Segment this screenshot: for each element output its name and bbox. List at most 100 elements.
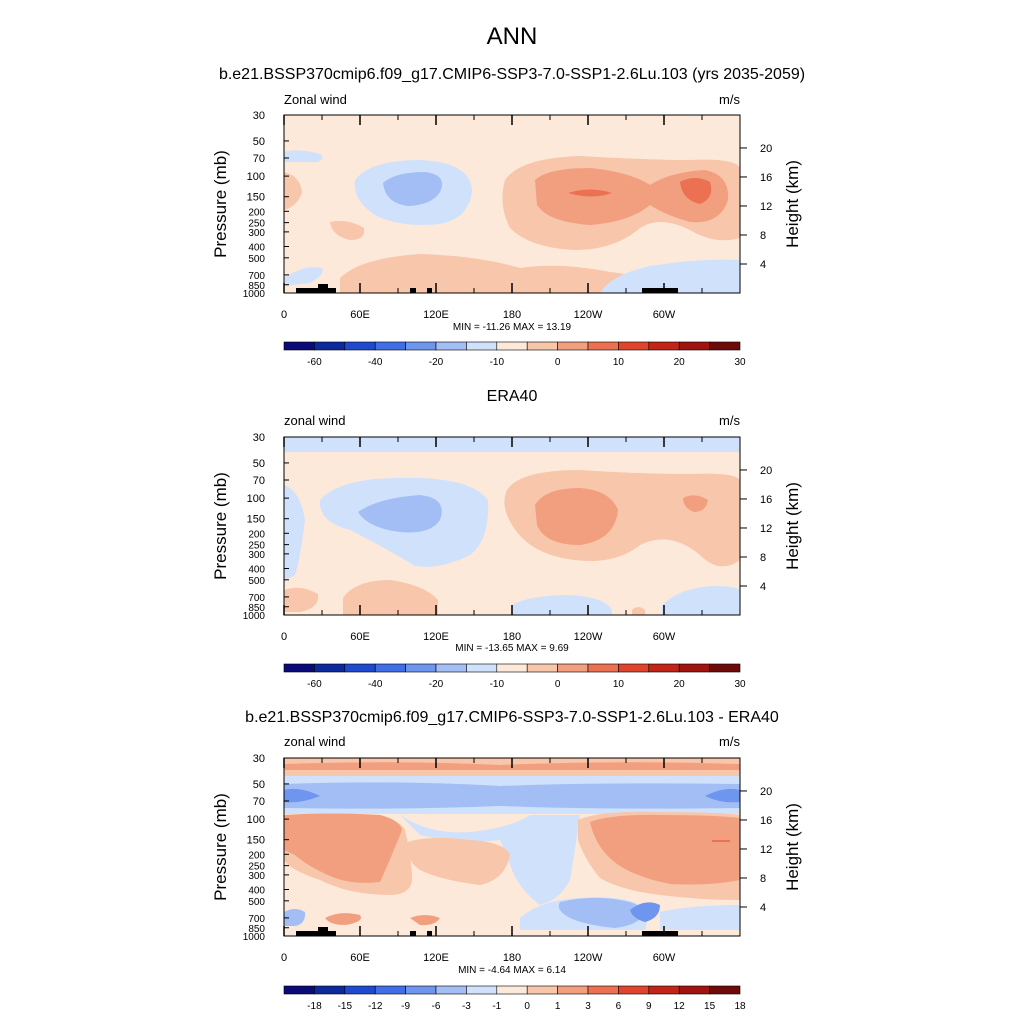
colorbar-swatch xyxy=(587,985,619,995)
panel-3-height-ticks: 20 16 12 8 4 xyxy=(740,786,772,914)
lon-tick-label: 0 xyxy=(281,631,287,643)
panel-1-variable-label: Zonal wind xyxy=(284,92,347,107)
colorbar-swatch xyxy=(648,341,680,351)
height-tick-label: 20 xyxy=(760,786,772,798)
pressure-tick-label: 100 xyxy=(247,814,265,826)
colorbar-label: 20 xyxy=(674,357,686,368)
lon-tick-label: 180 xyxy=(503,631,521,643)
colorbar-swatch xyxy=(405,341,437,351)
panel-2-height-ticks: 20 16 12 8 4 xyxy=(740,465,772,593)
panel-2-lon-ticks: 0 60E 120E 180 120W 60W xyxy=(281,437,703,643)
panel-2-units-label: m/s xyxy=(719,413,740,428)
colorbar-swatch xyxy=(648,663,680,673)
pressure-tick-label: 700 xyxy=(248,593,265,604)
colorbar-swatch xyxy=(314,663,346,673)
colorbar-swatch xyxy=(557,985,589,995)
pressure-tick-label: 850 xyxy=(248,924,265,935)
panel-3-variable-label: zonal wind xyxy=(284,734,345,749)
lon-tick-label: 120E xyxy=(423,631,449,643)
colorbar-swatch xyxy=(618,663,650,673)
colorbar-label: -20 xyxy=(429,357,444,368)
panel-1-title: b.e21.BSSP370cmip6.f09_g17.CMIP6-SSP3-7.… xyxy=(219,66,805,83)
panel-3-contours xyxy=(284,758,740,936)
pressure-tick-label: 400 xyxy=(248,564,265,575)
colorbar-label: -20 xyxy=(429,679,444,690)
colorbar-label: -12 xyxy=(368,1001,383,1012)
colorbar-swatch xyxy=(374,985,406,995)
height-tick-label: 16 xyxy=(760,815,772,827)
height-tick-label: 12 xyxy=(760,523,772,535)
colorbar-label: -40 xyxy=(368,357,383,368)
pressure-tick-label: 500 xyxy=(248,897,265,908)
lon-tick-label: 60E xyxy=(350,631,370,643)
colorbar-swatch xyxy=(709,663,741,673)
lon-tick-label: 120E xyxy=(423,952,449,964)
lon-tick-label: 60W xyxy=(653,309,676,321)
colorbar-swatch xyxy=(648,985,680,995)
colorbar-swatch xyxy=(283,663,315,673)
colorbar-swatch xyxy=(709,341,741,351)
panel-3-units-label: m/s xyxy=(719,734,740,749)
colorbar-label: -10 xyxy=(490,679,505,690)
colorbar-label: 6 xyxy=(616,1001,622,1012)
colorbar-label: 1 xyxy=(555,1001,561,1012)
height-tick-label: 16 xyxy=(760,494,772,506)
pressure-tick-label: 30 xyxy=(253,432,265,444)
colorbar-label: 0 xyxy=(555,679,561,690)
height-tick-label: 20 xyxy=(760,143,772,155)
lon-tick-label: 60E xyxy=(350,309,370,321)
lon-tick-label: 180 xyxy=(503,952,521,964)
pressure-tick-label: 200 xyxy=(248,850,265,861)
colorbar-swatch xyxy=(526,985,558,995)
panel-3-min-max: MIN = -4.64 MAX = 6.14 xyxy=(458,965,566,976)
lon-tick-label: 60W xyxy=(653,631,676,643)
colorbar-swatch xyxy=(678,663,710,673)
height-tick-label: 8 xyxy=(760,230,766,242)
height-tick-label: 12 xyxy=(760,844,772,856)
colorbar-label: 18 xyxy=(734,1001,746,1012)
panel-2-title: ERA40 xyxy=(487,388,538,405)
colorbar-swatch xyxy=(496,663,528,673)
lon-tick-label: 120E xyxy=(423,309,449,321)
height-tick-label: 8 xyxy=(760,873,766,885)
colorbar-label: 30 xyxy=(734,679,746,690)
colorbar-label: -10 xyxy=(490,357,505,368)
pressure-tick-label: 50 xyxy=(253,779,265,791)
colorbar-label: 3 xyxy=(585,1001,591,1012)
colorbar-swatch xyxy=(314,341,346,351)
height-tick-label: 16 xyxy=(760,172,772,184)
pressure-tick-label: 200 xyxy=(248,207,265,218)
pressure-tick-label: 150 xyxy=(247,514,265,526)
pressure-tick-label: 700 xyxy=(248,914,265,925)
pressure-tick-label: 250 xyxy=(248,862,265,873)
colorbar-label: 12 xyxy=(674,1001,686,1012)
colorbar-swatch xyxy=(678,985,710,995)
colorbar-swatch xyxy=(344,985,376,995)
pressure-tick-label: 100 xyxy=(247,171,265,183)
pressure-tick-label: 250 xyxy=(248,541,265,552)
colorbar-swatch xyxy=(283,341,315,351)
colorbar-swatch xyxy=(618,985,650,995)
pressure-tick-label: 150 xyxy=(247,192,265,204)
colorbar-swatch xyxy=(435,985,467,995)
colorbar-label: 0 xyxy=(524,1001,530,1012)
height-tick-label: 4 xyxy=(760,902,766,914)
panel-3: b.e21.BSSP370cmip6.f09_g17.CMIP6-SSP3-7.… xyxy=(211,709,802,1012)
panel-2-contours xyxy=(284,437,740,615)
panel-3-title: b.e21.BSSP370cmip6.f09_g17.CMIP6-SSP3-7.… xyxy=(245,709,779,726)
colorbar-label: -9 xyxy=(401,1001,410,1012)
colorbar-swatch xyxy=(466,341,498,351)
pressure-tick-label: 400 xyxy=(248,885,265,896)
panel-3-colorbar: -18 -15 -12 -9 -6 -3 -1 0 1 3 6 9 12 15 18 xyxy=(283,985,746,1012)
pressure-tick-label: 300 xyxy=(248,228,265,239)
lon-tick-label: 120W xyxy=(574,631,603,643)
colorbar-swatch xyxy=(496,341,528,351)
lon-tick-label: 120W xyxy=(574,952,603,964)
pressure-tick-label: 850 xyxy=(248,281,265,292)
colorbar-swatch xyxy=(557,663,589,673)
colorbar-swatch xyxy=(466,985,498,995)
colorbar-swatch xyxy=(587,341,619,351)
